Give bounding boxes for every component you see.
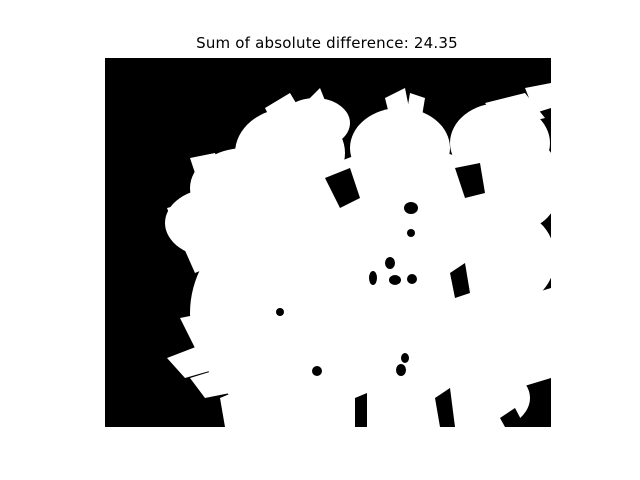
mask-image — [105, 58, 551, 427]
mask-holes — [276, 163, 525, 427]
mask-svg — [105, 58, 551, 427]
figure-title: Sum of absolute difference: 24.35 — [196, 34, 458, 52]
